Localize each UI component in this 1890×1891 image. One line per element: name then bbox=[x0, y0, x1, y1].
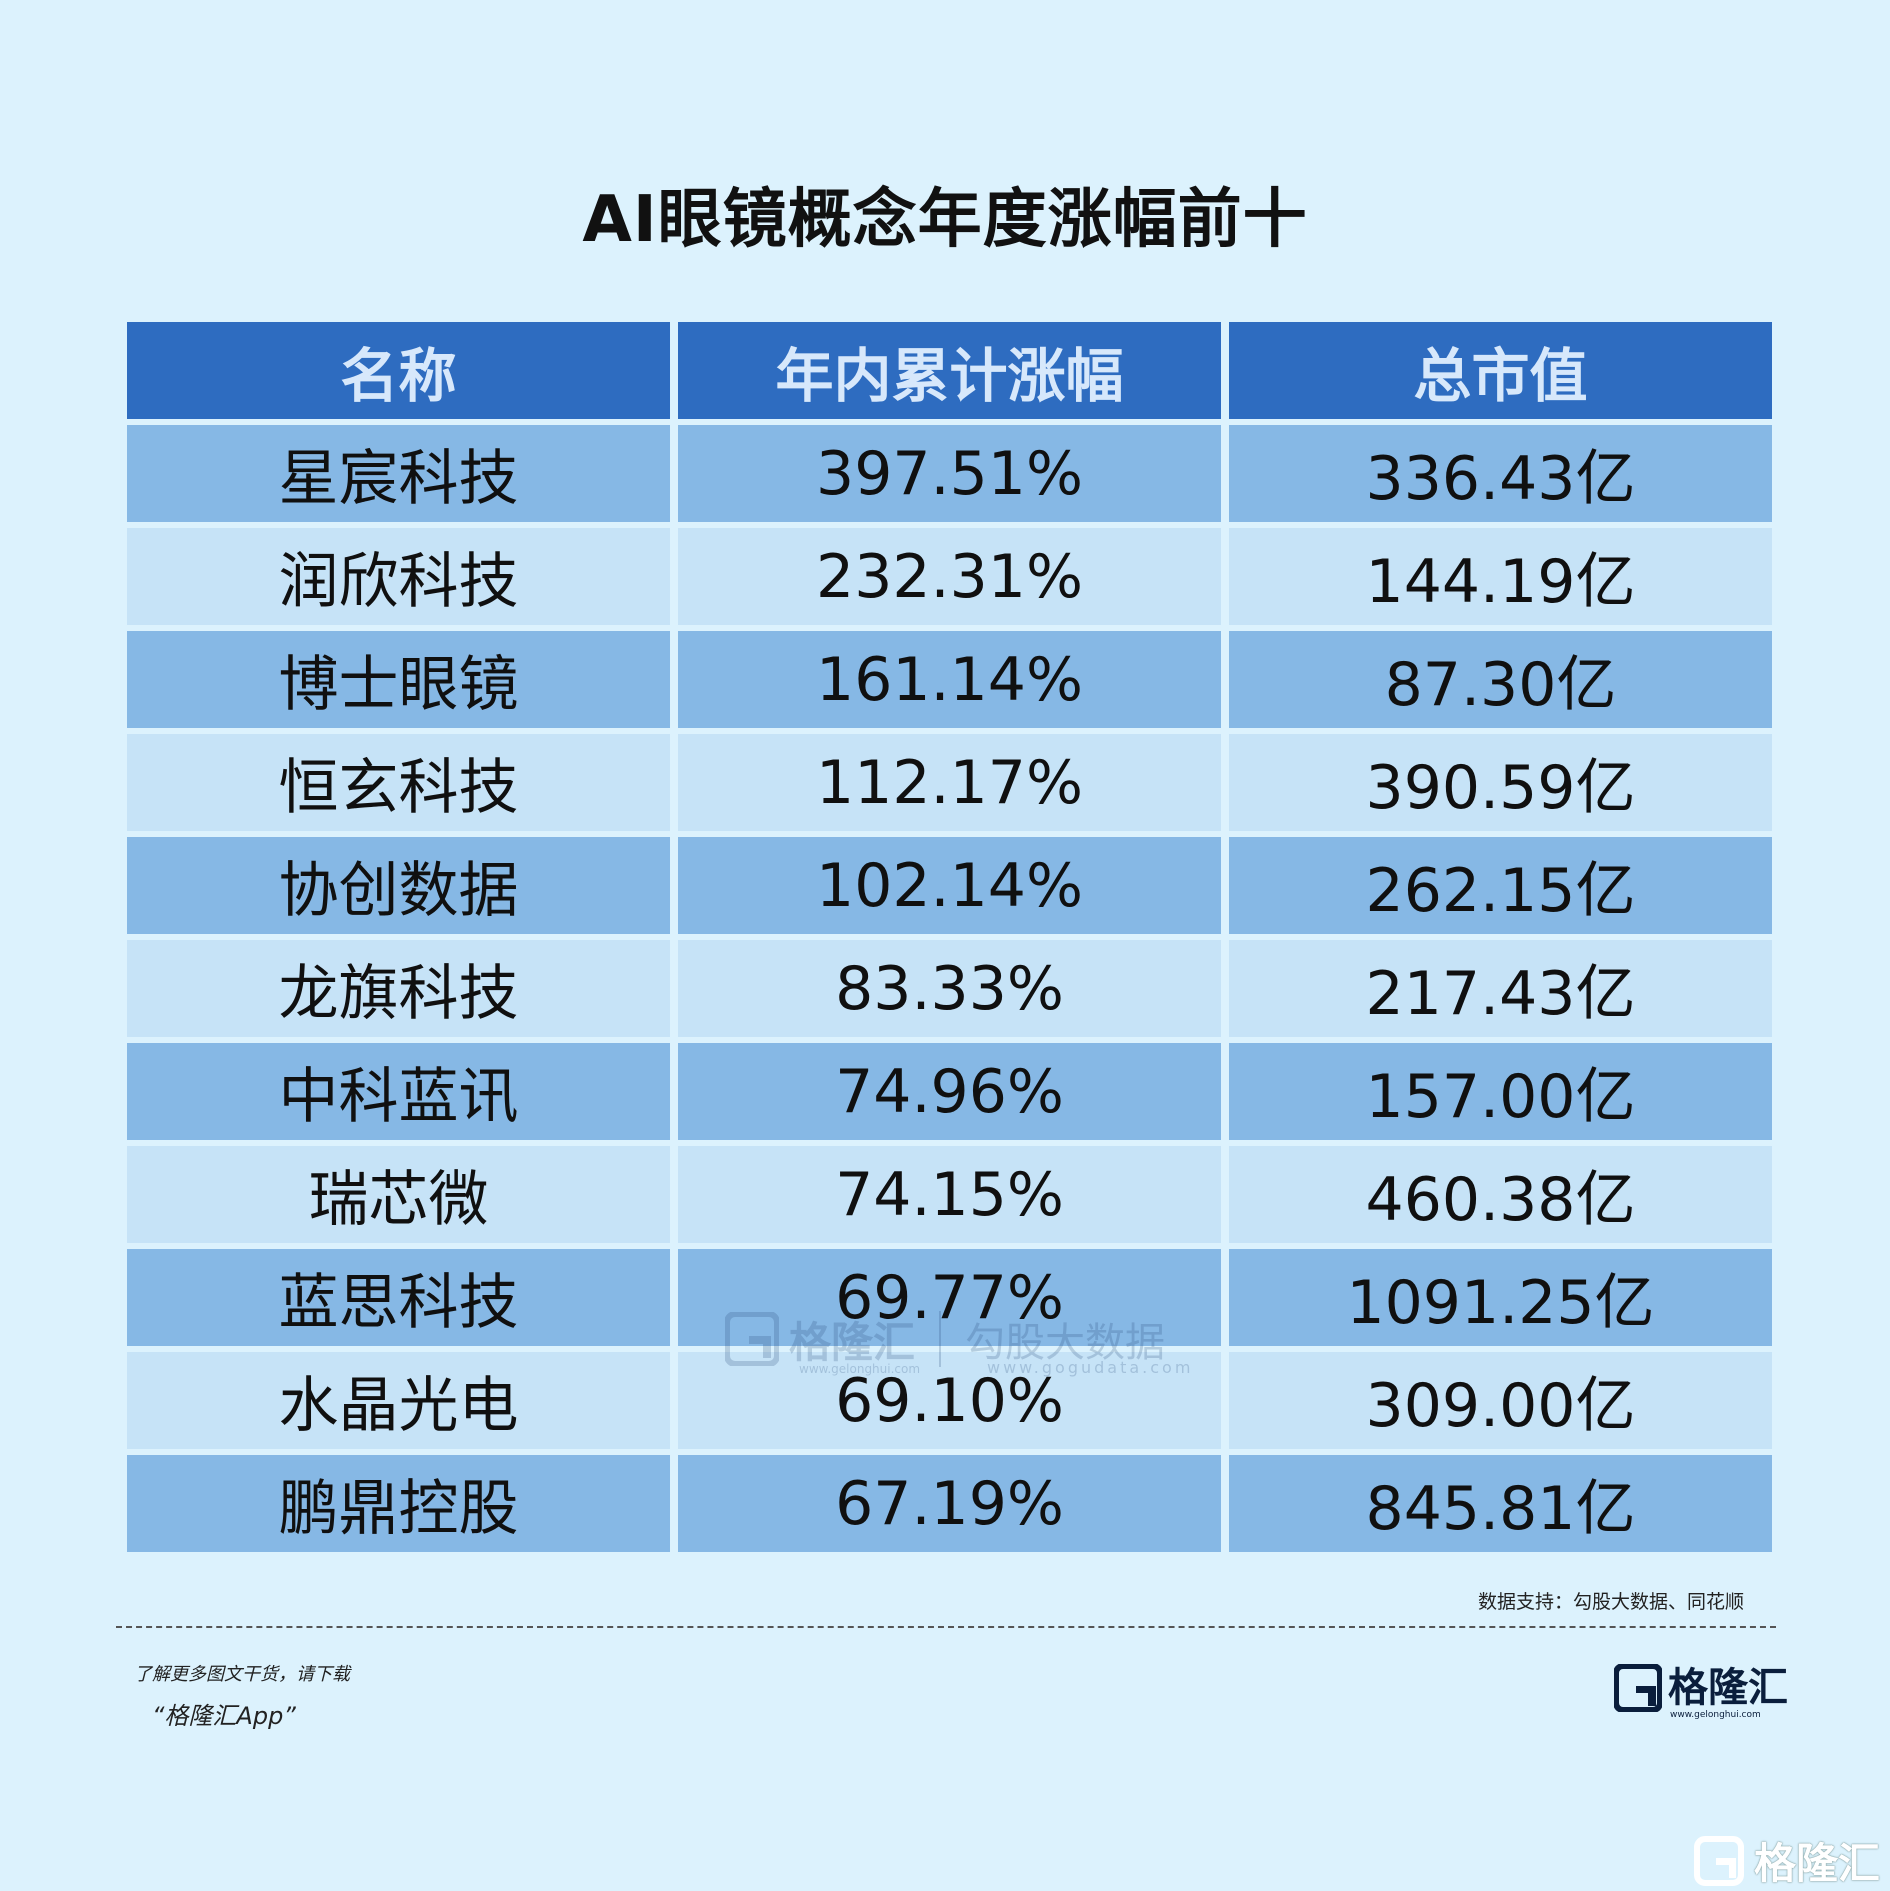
company-name-cell: 龙旗科技 bbox=[127, 940, 670, 1037]
column-header: 总市值 bbox=[1229, 322, 1772, 419]
chart-title: AI眼镜概念年度涨幅前十 bbox=[582, 183, 1308, 257]
data-source-note: 数据支持：勾股大数据、同花顺 bbox=[1477, 1591, 1744, 1613]
annual-gain-cell: 69.77% bbox=[678, 1249, 1221, 1346]
company-name-cell: 恒玄科技 bbox=[127, 734, 670, 831]
market-cap-cell: 336.43亿 bbox=[1229, 425, 1772, 522]
annual-gain-cell: 112.17% bbox=[678, 734, 1221, 831]
corner-brand-name: 格隆汇 bbox=[1754, 1839, 1881, 1888]
market-cap-cell: 217.43亿 bbox=[1229, 940, 1772, 1037]
footer-brand-name: 格隆汇 bbox=[1668, 1665, 1788, 1711]
market-cap-cell: 157.00亿 bbox=[1229, 1043, 1772, 1140]
annual-gain-cell: 161.14% bbox=[678, 631, 1221, 728]
annual-gain-cell: 74.96% bbox=[678, 1043, 1221, 1140]
download-prompt: 了解更多图文干货，请下载 bbox=[134, 1664, 350, 1685]
column-header: 年内累计涨幅 bbox=[678, 322, 1221, 419]
column-header: 名称 bbox=[127, 322, 670, 419]
annual-gain-cell: 102.14% bbox=[678, 837, 1221, 934]
market-cap-cell: 309.00亿 bbox=[1229, 1352, 1772, 1449]
gelonghui-logo-icon bbox=[1614, 1664, 1662, 1712]
market-cap-cell: 460.38亿 bbox=[1229, 1146, 1772, 1243]
corner-watermark: 格隆汇 bbox=[1694, 1830, 1880, 1891]
annual-gain-cell: 67.19% bbox=[678, 1455, 1221, 1552]
company-name-cell: 博士眼镜 bbox=[127, 631, 670, 728]
market-cap-cell: 144.19亿 bbox=[1229, 528, 1772, 625]
market-cap-cell: 87.30亿 bbox=[1229, 631, 1772, 728]
company-name-cell: 水晶光电 bbox=[127, 1352, 670, 1449]
company-name-cell: 协创数据 bbox=[127, 837, 670, 934]
dashed-divider bbox=[116, 1626, 1776, 1628]
company-name-cell: 中科蓝讯 bbox=[127, 1043, 670, 1140]
footer-brand-url: www.gelonghui.com bbox=[1670, 1710, 1761, 1720]
data-table: 名称 年内累计涨幅 总市值星宸科技 397.51% 336.43亿润欣科技 232.31%… bbox=[127, 322, 1772, 1552]
company-name-cell: 星宸科技 bbox=[127, 425, 670, 522]
market-cap-cell: 390.59亿 bbox=[1229, 734, 1772, 831]
market-cap-cell: 1091.25亿 bbox=[1229, 1249, 1772, 1346]
gelonghui-logo-icon bbox=[1694, 1835, 1744, 1886]
annual-gain-cell: 232.31% bbox=[678, 528, 1221, 625]
annual-gain-cell: 74.15% bbox=[678, 1146, 1221, 1243]
company-name-cell: 瑞芯微 bbox=[127, 1146, 670, 1243]
market-cap-cell: 262.15亿 bbox=[1229, 837, 1772, 934]
annual-gain-cell: 397.51% bbox=[678, 425, 1221, 522]
company-name-cell: 蓝思科技 bbox=[127, 1249, 670, 1346]
footer-brand-logo: 格隆汇 www.gelonghui.com bbox=[1614, 1664, 1788, 1720]
market-cap-cell: 845.81亿 bbox=[1229, 1455, 1772, 1552]
company-name-cell: 鹏鼎控股 bbox=[127, 1455, 670, 1552]
annual-gain-cell: 69.10% bbox=[678, 1352, 1221, 1449]
annual-gain-cell: 83.33% bbox=[678, 940, 1221, 1037]
company-name-cell: 润欣科技 bbox=[127, 528, 670, 625]
app-name: “格隆汇App” bbox=[152, 1702, 296, 1730]
